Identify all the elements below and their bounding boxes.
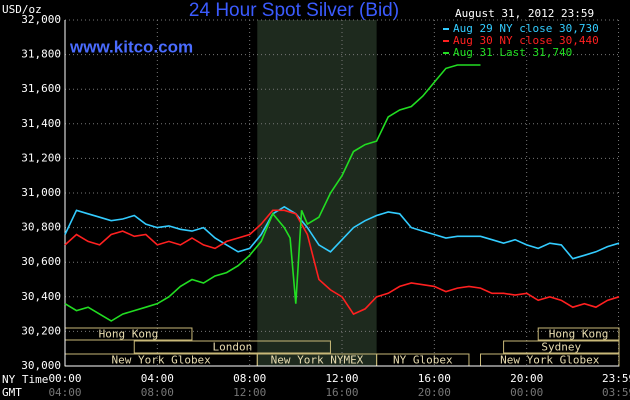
x-tick-label: 16:00 [418,372,451,385]
series-line [64,205,620,260]
session-label: Sydney [541,341,581,354]
series-line [64,64,481,322]
session-label: New York Globex [111,354,211,367]
chart-title: 24 Hour Spot Silver (Bid) [189,0,399,21]
session-box [133,340,331,354]
session-label: New York NYMEX [271,354,364,367]
session-label: New York Globex [500,354,600,367]
y-tick-label: 31,800 [21,48,61,61]
shaded-region [257,20,377,366]
x2-tick-label: 16:00 [325,386,358,399]
x-tick-label: 00:00 [48,372,81,385]
x-tick-label: 20:00 [510,372,543,385]
series-line [64,209,620,316]
y-tick-label: 30,600 [21,255,61,268]
session-label: NY Globex [393,354,453,367]
y-tick-label: 31,000 [21,186,61,199]
x-tick-label: 08:00 [233,372,266,385]
y-tick-label: 31,600 [21,82,61,95]
x-tick-label: 04:00 [141,372,174,385]
x2-tick-label: 04:00 [48,386,81,399]
y-tick-label: 30,000 [21,359,61,372]
legend-label: Aug 29 NY close 30,730 [453,22,599,35]
y-tick-label: 32,000 [21,13,61,26]
x2-tick-label: 00:00 [510,386,543,399]
legend-label: Aug 31 Last 31,740 [453,46,572,59]
x2-tick-label: 20:00 [418,386,451,399]
x2-tick-label: 12:00 [233,386,266,399]
x2-axis-label: GMT [2,386,22,399]
session-box [537,327,620,341]
y-tick-label: 30,200 [21,324,61,337]
site: www.kitco.com [69,37,193,56]
y-tick-label: 31,400 [21,117,61,130]
y-tick-label: 31,200 [21,151,61,164]
y-axis-label: USD/oz [2,3,42,16]
session-label: Hong Kong [99,328,159,341]
legend-label: Aug 30 NY close 30,440 [453,34,599,47]
x-tick-label: 12:00 [325,372,358,385]
session-box [503,340,620,354]
x2-tick-label: 08:00 [141,386,174,399]
x-tick-label: 23:59 [602,372,630,385]
x-axis-label: NY Time [2,373,48,386]
x2-tick-label: 03:59 [602,386,630,399]
session-label: Hong Kong [549,328,609,341]
y-tick-label: 30,400 [21,290,61,303]
session-label: London [212,341,252,354]
date: August 31, 2012 23:59 [455,7,594,20]
y-tick-label: 30,800 [21,221,61,234]
